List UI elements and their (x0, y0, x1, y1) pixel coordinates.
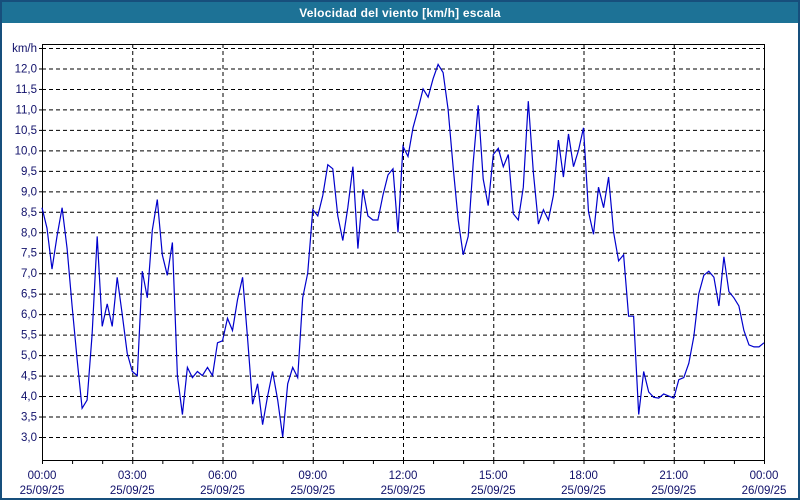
y-tick-label: 11,5 (15, 84, 37, 96)
x-tick-date: 25/09/25 (290, 485, 335, 497)
x-tick-time: 00:00 (28, 470, 57, 482)
x-axis-labels: 00:00 25/09/25 03:00 25/09/25 06:00 25/09/25 0… (20, 470, 787, 497)
y-tick-label: 5,5 (21, 330, 37, 342)
y-tick-label: 7,0 (21, 268, 37, 280)
x-tick-time: 15:00 (479, 470, 508, 482)
x-tick-date: 25/09/25 (110, 485, 155, 497)
y-tick-label: 7,5 (21, 248, 37, 260)
y-tick-label: 11,0 (15, 104, 37, 116)
x-tick-time: 00:00 (750, 470, 779, 482)
y-tick-label: 12,0 (15, 63, 37, 75)
y-tick-label: 4,0 (21, 391, 37, 403)
x-tick-time: 03:00 (118, 470, 147, 482)
y-tick-label: 3,0 (21, 432, 37, 444)
x-tick-date: 25/09/25 (200, 485, 245, 497)
x-tick-time: 12:00 (389, 470, 418, 482)
x-tick-date: 25/09/25 (381, 485, 426, 497)
y-tick-label: 3,5 (21, 412, 37, 424)
y-tick-label: 6,0 (21, 309, 37, 321)
axis-ticks (39, 48, 765, 464)
x-tick-time: 09:00 (298, 470, 327, 482)
x-tick-time: 06:00 (208, 470, 237, 482)
y-tick-label: 6,5 (21, 289, 37, 301)
y-tick-label: 5,0 (21, 350, 37, 362)
chart-title: Velocidad del viento [km/h] escala (299, 5, 501, 20)
x-tick-date: 25/09/25 (471, 485, 516, 497)
y-tick-label: 8,0 (21, 227, 37, 239)
y-tick-label: 10,5 (15, 125, 37, 137)
x-tick-date: 25/09/25 (651, 485, 696, 497)
x-tick-date: 25/09/25 (20, 485, 65, 497)
grid-lines (42, 44, 764, 460)
y-axis-unit-label: km/h (12, 43, 37, 55)
x-tick-date: 26/09/25 (742, 485, 787, 497)
y-tick-label: 9,0 (21, 186, 37, 198)
x-tick-time: 18:00 (569, 470, 598, 482)
y-tick-label: 9,5 (21, 166, 37, 178)
x-tick-date: 25/09/25 (561, 485, 606, 497)
x-tick-time: 21:00 (659, 470, 688, 482)
y-axis-labels: km/h 12,0 11,5 11,0 10,5 10,0 9,5 9,0 8,5 8,0 7,5 7… (12, 43, 37, 444)
wind-speed-series-line (41, 63, 765, 438)
y-tick-label: 8,5 (21, 207, 37, 219)
y-tick-label: 4,5 (21, 371, 37, 383)
y-tick-label: 10,0 (15, 145, 37, 157)
chart-title-bar: Velocidad del viento [km/h] escala (2, 2, 798, 23)
